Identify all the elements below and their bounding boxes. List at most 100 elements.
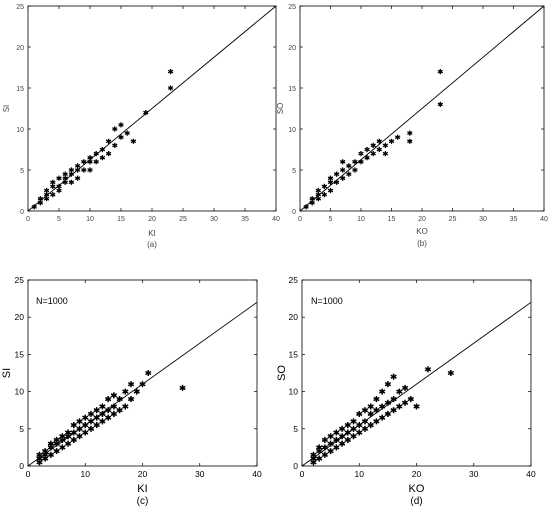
data-point [345, 170, 352, 178]
data-point [372, 395, 380, 403]
scatter-panel-2: 0 5 10 15 20 25 30 35 40 0 5 10 15 20 25 KO SO (b) [276, 4, 548, 248]
data-point [338, 439, 346, 448]
data-point [437, 101, 444, 108]
data-point [49, 179, 56, 186]
panel-caption: (a) [147, 240, 157, 249]
data-point [315, 454, 323, 463]
data-point [372, 417, 380, 426]
data-point [361, 406, 369, 414]
data-point [370, 150, 377, 157]
data-point [378, 413, 386, 422]
data-point [68, 179, 75, 186]
x-axis-label: KO [416, 227, 428, 236]
data-point [344, 436, 352, 444]
data-point [355, 421, 363, 429]
x-tick-label: 10 [357, 216, 365, 223]
data-point [86, 166, 94, 174]
data-point [351, 166, 358, 174]
y-tick-label: 5 [292, 168, 296, 175]
x-tick-label: 0 [300, 469, 305, 479]
data-point [75, 417, 84, 426]
data-point [121, 402, 129, 411]
data-point [321, 183, 328, 190]
y-tick-label: 25 [16, 4, 24, 11]
data-point [382, 150, 389, 157]
data-point [357, 158, 365, 166]
x-tick-label: 20 [418, 216, 426, 223]
y-tick-label: 20 [16, 45, 24, 52]
data-point [344, 421, 352, 429]
data-point [98, 417, 106, 426]
data-point [364, 146, 371, 153]
data-point [395, 402, 403, 411]
y-axis-label: SO [276, 103, 285, 115]
y-tick-label: 15 [289, 349, 299, 359]
data-point [127, 395, 135, 403]
data-point [355, 410, 363, 418]
data-point [81, 428, 89, 437]
x-tick-label: 30 [469, 469, 479, 479]
data-point [43, 187, 50, 194]
y-tick-label: 5 [19, 424, 24, 434]
y-tick-label: 20 [288, 45, 296, 52]
data-point [372, 406, 380, 414]
x-axis-label: KI [148, 229, 156, 238]
data-point [116, 406, 124, 414]
data-point [74, 174, 81, 182]
data-point [87, 425, 95, 433]
data-point [124, 129, 131, 137]
y-tick-label: 25 [288, 4, 296, 11]
data-point [309, 195, 316, 202]
x-tick-label: 35 [241, 216, 249, 223]
y-tick-label: 15 [16, 86, 24, 93]
data-point [424, 365, 432, 374]
data-point [74, 162, 81, 170]
data-point [367, 402, 375, 411]
sample-size-annotation: N=1000 [36, 296, 68, 306]
data-point [412, 402, 421, 411]
x-tick-label: 0 [298, 216, 302, 223]
y-tick-label: 15 [288, 86, 296, 93]
x-tick-label: 0 [26, 216, 30, 223]
x-tick-label: 30 [210, 216, 218, 223]
data-point [144, 369, 152, 377]
data-point [401, 384, 409, 392]
x-tick-label: 5 [329, 216, 333, 223]
data-point [401, 398, 409, 407]
scatter-panel-1: 0 5 10 15 20 25 30 35 40 0 5 10 15 20 25 KI SI (a) [2, 4, 280, 249]
x-tick-label: 40 [540, 216, 548, 223]
data-point [388, 138, 395, 145]
y-tick-label: 5 [293, 424, 298, 434]
reference-line [27, 5, 277, 212]
data-point [367, 421, 375, 429]
x-tick-label: 40 [526, 469, 536, 479]
data-point [93, 421, 101, 429]
x-tick-label: 10 [81, 469, 91, 479]
y-tick-label: 20 [15, 312, 25, 322]
data-point [390, 372, 398, 381]
data-point [110, 410, 118, 418]
y-tick-label: 20 [289, 312, 299, 322]
data-point [64, 439, 72, 448]
data-point [55, 174, 63, 182]
y-tick-label: 25 [289, 275, 299, 285]
data-point [447, 369, 455, 377]
data-point [58, 443, 66, 452]
data-point [327, 174, 334, 182]
data-point [321, 436, 329, 444]
data-point [127, 380, 135, 388]
data-point [86, 154, 94, 161]
x-axis-label: KI [137, 483, 147, 495]
data-point [339, 158, 346, 166]
data-point [81, 413, 89, 422]
data-point [327, 187, 334, 194]
data-point [376, 146, 383, 153]
data-point [110, 391, 118, 400]
data-point [338, 425, 346, 433]
x-tick-label: 20 [148, 216, 156, 223]
x-tick-label: 20 [138, 469, 148, 479]
data-point [437, 68, 444, 75]
data-point [130, 138, 137, 145]
data-point [104, 395, 112, 403]
data-point [111, 142, 118, 149]
